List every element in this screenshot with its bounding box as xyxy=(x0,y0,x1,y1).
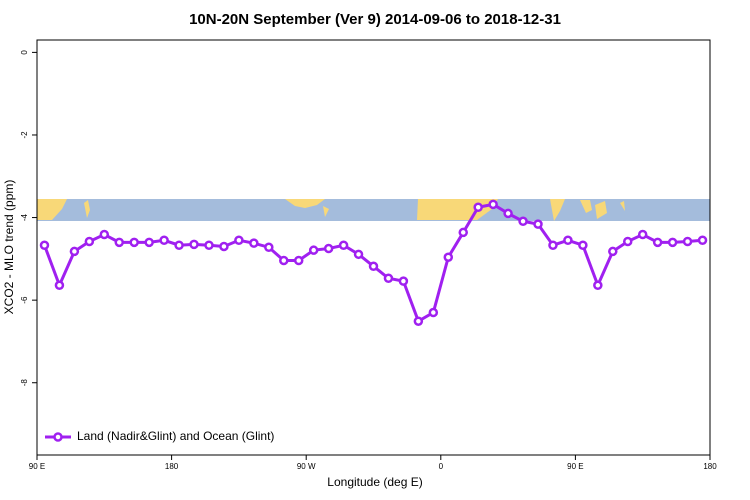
point xyxy=(99,229,110,240)
y-tick-label: -2 xyxy=(20,131,29,139)
point xyxy=(293,255,304,266)
point xyxy=(338,240,349,250)
point xyxy=(219,241,229,252)
point xyxy=(652,237,663,248)
x-tick-label: 90 E xyxy=(567,462,583,471)
point xyxy=(697,235,708,246)
point xyxy=(637,229,648,240)
x-tick-label: 90 E xyxy=(29,462,45,471)
point xyxy=(69,246,80,257)
point xyxy=(234,235,244,246)
point xyxy=(174,240,184,250)
point xyxy=(667,237,678,248)
point xyxy=(54,280,65,291)
point xyxy=(563,235,573,246)
point xyxy=(323,243,334,254)
point xyxy=(488,199,498,210)
point xyxy=(144,237,154,248)
point xyxy=(189,239,199,250)
x-tick-label: 0 xyxy=(439,462,444,471)
x-tick-label: 180 xyxy=(165,462,179,471)
point xyxy=(129,237,139,248)
point xyxy=(308,245,319,255)
point xyxy=(204,240,214,250)
y-tick-label: -4 xyxy=(20,213,29,221)
point xyxy=(458,227,468,238)
point xyxy=(593,280,603,291)
point xyxy=(353,249,364,260)
x-axis-label: Longitude (deg E) xyxy=(327,475,422,489)
map-strip xyxy=(37,199,710,221)
point xyxy=(428,307,439,318)
point xyxy=(548,240,558,250)
legend-marker xyxy=(53,432,63,442)
point xyxy=(503,208,513,219)
point xyxy=(114,237,125,248)
legend-label: Land (Nadir&Glint) and Ocean (Glint) xyxy=(77,429,274,443)
y-tick-label: -6 xyxy=(20,296,29,304)
point xyxy=(383,273,394,284)
point xyxy=(682,236,693,247)
y-axis-label: XCO2 - MLO trend (ppm) xyxy=(2,180,16,315)
point xyxy=(398,276,409,286)
y-tick-label: -8 xyxy=(20,379,29,387)
point xyxy=(608,246,618,257)
x-tick-label: 90 W xyxy=(297,462,316,471)
point xyxy=(518,216,528,227)
point xyxy=(249,238,259,248)
point xyxy=(368,261,379,272)
point xyxy=(413,316,424,326)
point xyxy=(578,240,588,250)
point xyxy=(473,202,483,212)
point xyxy=(279,255,289,266)
point xyxy=(159,235,169,246)
point xyxy=(622,236,633,247)
point xyxy=(84,236,95,247)
chart-title: 10N-20N September (Ver 9) 2014-09-06 to … xyxy=(189,11,561,28)
point xyxy=(533,219,543,229)
point xyxy=(264,242,274,253)
plot-frame xyxy=(36,39,711,456)
point xyxy=(39,240,50,250)
point xyxy=(443,252,454,262)
x-tick-label: 180 xyxy=(703,462,717,471)
y-tick-label: 0 xyxy=(20,50,29,55)
